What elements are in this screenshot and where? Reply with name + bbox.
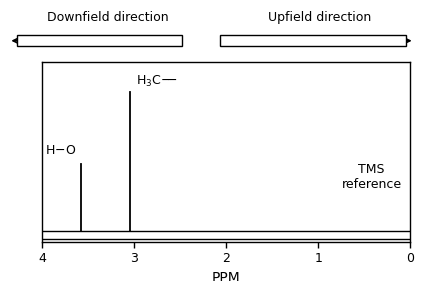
Text: H$_3$C$-\!\!\!-$: H$_3$C$-\!\!\!-$ bbox=[136, 74, 178, 89]
Text: Downfield direction: Downfield direction bbox=[47, 11, 169, 24]
Text: TMS
reference: TMS reference bbox=[342, 163, 402, 191]
Text: H$\!-\!$O: H$\!-\!$O bbox=[45, 144, 77, 157]
X-axis label: PPM: PPM bbox=[212, 271, 241, 281]
Text: Upfield direction: Upfield direction bbox=[268, 11, 371, 24]
